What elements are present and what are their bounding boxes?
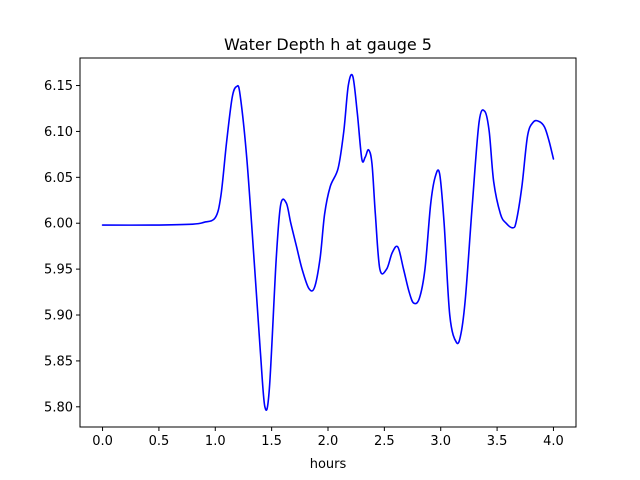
y-tick-label: 5.95 [44,263,73,278]
x-tick-label: 0.0 [92,434,113,449]
x-tick-label: 2.5 [374,434,395,449]
y-tick-label: 6.10 [44,125,73,140]
y-tick-label: 6.15 [44,79,73,94]
series-line [101,73,555,411]
x-tick-label: 2.0 [318,434,339,449]
y-tick-label: 6.05 [44,171,73,186]
y-tick-label: 6.00 [44,217,73,232]
x-tick-label: 0.5 [149,434,170,449]
x-tick-label: 3.5 [487,434,508,449]
chart-title: Water Depth h at gauge 5 [224,35,432,54]
x-tick-label: 1.0 [205,434,226,449]
x-tick-label: 1.5 [261,434,282,449]
y-tick-label: 5.90 [44,309,73,324]
x-tick-label: 3.0 [430,434,451,449]
y-tick-label: 5.80 [44,400,73,415]
x-tick-label: 4.0 [543,434,564,449]
x-axis-label: hours [310,457,347,472]
plot-area: 0.0 0.5 1.0 1.5 2.0 2.5 3.0 3.5 4.0 5.80 5.85 5.90 5… [44,57,577,449]
y-tick-label: 5.85 [44,354,73,369]
